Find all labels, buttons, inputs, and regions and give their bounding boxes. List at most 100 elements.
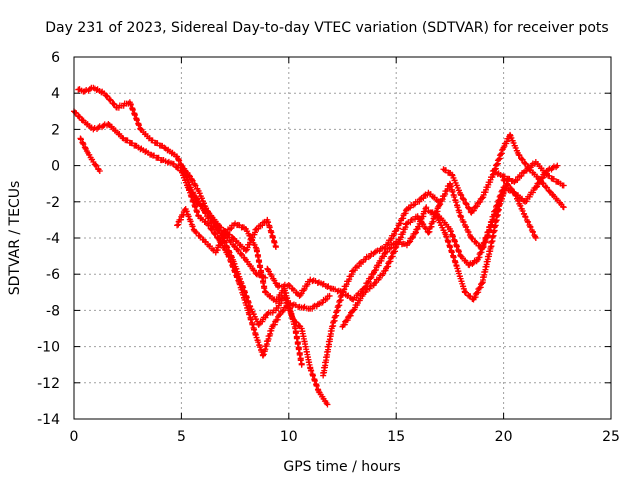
data-point: [174, 222, 181, 229]
series-track-14: [500, 162, 561, 205]
data-point: [82, 144, 89, 151]
data-point: [518, 172, 525, 179]
data-point: [443, 233, 450, 240]
data-point: [133, 117, 140, 124]
data-point: [231, 260, 238, 267]
x-tick-label: 15: [387, 429, 405, 445]
data-point: [479, 280, 486, 287]
data-point: [493, 161, 500, 168]
series-track-6: [184, 184, 269, 281]
data-point: [560, 204, 567, 211]
data-point: [449, 233, 456, 240]
data-point: [251, 326, 258, 333]
data-point: [260, 280, 267, 287]
x-tick-label: 25: [602, 429, 620, 445]
data-point: [75, 113, 82, 120]
data-point: [445, 239, 452, 246]
x-tick-label: 0: [70, 429, 79, 445]
data-point: [194, 209, 201, 216]
y-tick-label: -8: [46, 303, 60, 319]
data-point: [245, 299, 252, 306]
data-point: [310, 372, 317, 379]
data-point: [515, 197, 522, 204]
data-point: [392, 245, 399, 252]
data-point: [226, 249, 233, 256]
data-point: [243, 294, 250, 301]
data-point: [129, 106, 136, 113]
data-point: [455, 248, 462, 255]
data-point: [313, 383, 320, 390]
data-point: [351, 267, 358, 274]
data-point: [127, 101, 134, 108]
data-point: [436, 202, 443, 209]
data-point: [290, 321, 297, 328]
data-point: [308, 367, 315, 374]
data-point: [196, 232, 203, 239]
data-point: [289, 315, 296, 322]
data-point: [311, 377, 318, 384]
y-tick-label: -10: [37, 340, 60, 356]
y-tick-label: -14: [37, 412, 60, 428]
data-point: [541, 171, 548, 178]
data-point: [106, 96, 113, 103]
data-point: [110, 100, 117, 107]
data-point: [425, 229, 432, 236]
data-point: [525, 219, 532, 226]
data-point: [241, 289, 248, 296]
data-point: [137, 146, 144, 153]
data-point: [256, 344, 263, 351]
data-point: [192, 228, 199, 235]
data-point: [532, 235, 539, 241]
data-points: [71, 84, 567, 408]
data-point: [384, 248, 391, 255]
y-tick-label: 4: [51, 86, 60, 102]
data-point: [131, 112, 138, 119]
data-point: [469, 260, 476, 267]
data-point: [367, 275, 374, 282]
data-point: [507, 185, 514, 192]
data-point: [447, 183, 454, 190]
data-point: [235, 270, 242, 277]
data-point: [249, 321, 256, 328]
data-point: [298, 361, 305, 368]
data-point: [411, 230, 418, 237]
y-axis-label: SDTVAR / TECUs: [7, 181, 23, 296]
data-point: [103, 92, 110, 99]
data-point: [532, 184, 539, 191]
data-point: [463, 201, 470, 208]
data-point: [494, 171, 501, 178]
x-tick-label: 5: [177, 429, 186, 445]
data-point: [514, 176, 521, 183]
data-point: [283, 295, 290, 302]
data-point: [483, 235, 490, 241]
data-point: [252, 226, 259, 233]
data-point: [529, 229, 536, 236]
data-point: [282, 290, 289, 297]
series-track-7: [264, 204, 430, 303]
data-point: [285, 282, 292, 289]
data-point: [233, 265, 240, 272]
data-point: [453, 243, 460, 250]
data-point: [234, 246, 241, 253]
data-point: [93, 87, 100, 94]
data-point: [186, 172, 193, 179]
data-point: [451, 193, 458, 200]
x-tick-labels: 0 5 10 15 20 25: [70, 429, 620, 445]
data-point: [262, 274, 269, 281]
data-point: [198, 195, 205, 202]
data-point: [252, 244, 259, 251]
data-point: [242, 247, 249, 254]
data-point: [554, 162, 561, 169]
data-point: [257, 264, 264, 271]
data-point: [93, 162, 100, 169]
data-point: [458, 214, 465, 221]
data-point: [96, 168, 103, 175]
data-point: [236, 276, 243, 283]
series-track-11: [431, 177, 511, 303]
data-point: [269, 234, 276, 241]
data-point: [454, 265, 461, 272]
data-point: [196, 190, 203, 197]
axis-ticks: [73, 56, 612, 420]
data-point: [176, 157, 183, 164]
data-point: [546, 188, 553, 195]
